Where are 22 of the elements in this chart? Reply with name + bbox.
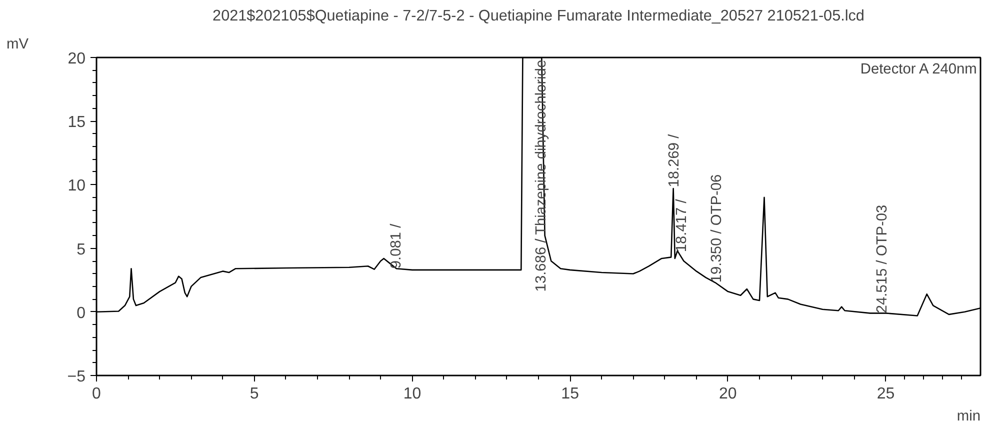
x-tick-label: 25 [876, 386, 895, 402]
y-tick-label: 0 [76, 304, 86, 322]
y-axis-title: mV [6, 36, 29, 52]
annotation: 24.515 / OTP-03 [874, 204, 891, 314]
x-tick-label: 15 [561, 386, 580, 402]
annotation: 18.417 / [674, 198, 690, 252]
chart-title: 2021$202105$Quetiapine - 7-2/7-5-2 - Quetiapine Fumarate Intermediate_20527 210521-05.lcd [212, 8, 864, 24]
y-tick-label: 10 [68, 178, 86, 195]
annotation: 18.269 / [666, 133, 682, 188]
y-tick-label: 5 [76, 241, 86, 258]
annotation: 9.081 / [388, 222, 404, 269]
annotation: 19.350 / OTP-06 [708, 174, 725, 283]
y-tick-label: −5 [67, 368, 86, 386]
x-tick-label: 20 [719, 386, 737, 402]
y-tick-label: 15 [68, 114, 86, 132]
x-tick-label: 10 [403, 386, 422, 402]
x-tick-label: 0 [92, 386, 102, 402]
y-tick-label: 20 [68, 50, 86, 68]
x-tick-label: 5 [250, 386, 259, 402]
annotation: Detector A 240nm [860, 62, 977, 78]
annotation: 13.686 / Thiazepine dihydrochloride [534, 60, 550, 292]
x-axis-title: min [956, 408, 981, 424]
